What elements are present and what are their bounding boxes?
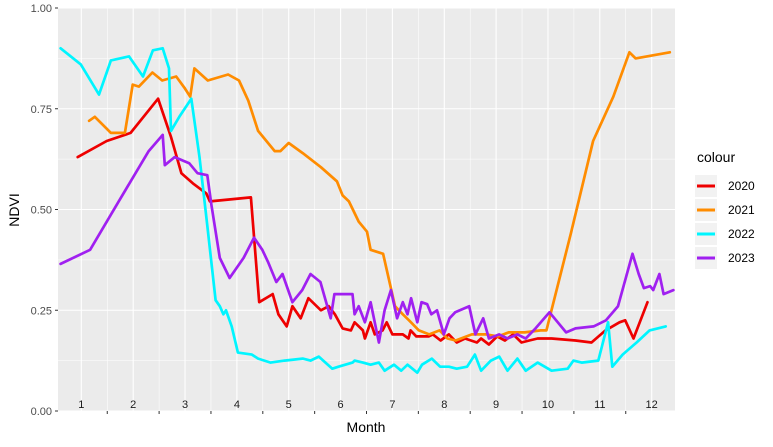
x-tick-label: 11	[594, 399, 605, 411]
x-tick-label: 5	[286, 399, 292, 411]
legend: colour 2020 2021 2022 2023	[695, 149, 755, 269]
series-line-2022	[59, 46, 668, 375]
x-tick-label: 6	[338, 399, 344, 411]
series-line-2023	[59, 133, 675, 344]
series-line-2021	[87, 50, 672, 342]
y-tick-label: 0.00	[31, 406, 52, 418]
x-tick-label: 9	[493, 399, 499, 411]
x-tick-label: 2	[130, 399, 136, 411]
legend-title: colour	[697, 149, 735, 165]
series-lines	[59, 46, 675, 375]
x-tick-label: 4	[234, 399, 240, 411]
x-tick-label: 1	[78, 399, 84, 411]
x-tick-label: 7	[389, 399, 395, 411]
x-tick-label: 12	[646, 399, 658, 411]
x-tick-label: 10	[542, 399, 554, 411]
x-tick-label: 3	[182, 399, 188, 411]
y-axis-title: NDVI	[6, 193, 22, 226]
y-tick-labels: 0.00 0.25 0.50 0.75 1.00	[31, 3, 52, 418]
y-tick-label: 0.75	[31, 104, 52, 116]
y-tick-label: 0.50	[31, 205, 52, 217]
x-tick-labels: 1 2 3 4 5 6 7 8 9 10 11 12	[78, 399, 658, 411]
legend-items: 2020 2021 2022 2023	[695, 175, 755, 269]
legend-label: 2021	[728, 203, 755, 217]
major-gridlines	[58, 7, 675, 412]
y-tick-label: 1.00	[31, 3, 52, 15]
legend-label: 2022	[728, 227, 755, 241]
y-tick-label: 0.25	[31, 305, 52, 317]
legend-label: 2020	[728, 179, 755, 193]
axis-ticks	[55, 7, 627, 414]
series-line-2020	[76, 97, 649, 346]
x-axis-title: Month	[347, 419, 386, 435]
x-tick-label: 8	[441, 399, 447, 411]
legend-label: 2023	[728, 251, 755, 265]
